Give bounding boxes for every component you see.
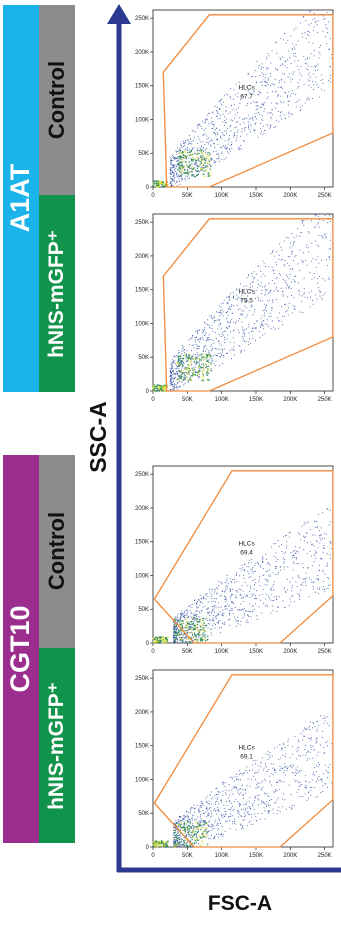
gate-name: HLCs <box>238 85 255 92</box>
plot-cgt10-control: 0 50K 100K 150K 200K 250K 0 50K 100K 150K 200K 250K… <box>135 465 334 655</box>
cgt10-hnis-bar <box>39 648 75 843</box>
gate-name: HLCs <box>238 745 255 752</box>
gate-polygon <box>162 218 334 392</box>
x-tick-label: 200K <box>283 193 297 199</box>
x-tick-label: 100K <box>215 649 229 655</box>
y-tick-label: 150K <box>135 744 149 750</box>
x-tick-label: 250K <box>318 193 332 199</box>
y-tick-label: 250K <box>135 676 149 682</box>
scatter-points <box>152 715 333 848</box>
x-tick-label: 200K <box>283 397 297 403</box>
y-tick-label: 50K <box>138 607 149 613</box>
x-tick-label: 0 <box>151 397 155 403</box>
y-tick-label: 50K <box>138 355 149 361</box>
y-tick-label: 0 <box>146 641 150 647</box>
x-tick-label: 0 <box>151 649 155 655</box>
x-tick-label: 150K <box>249 853 263 859</box>
y-tick-label: 100K <box>135 321 149 327</box>
gate-polygon <box>153 674 334 848</box>
y-tick-label: 0 <box>146 389 150 395</box>
x-tick-label: 50K <box>182 193 193 199</box>
y-tick-label: 0 <box>146 845 150 851</box>
plot-cgt10-hnis: 0 50K 100K 150K 200K 250K 0 50K 100K 150K 200K 250K… <box>135 669 334 859</box>
gate-value: 75.5 <box>240 298 253 305</box>
plot-frame <box>152 669 334 848</box>
y-tick-label: 150K <box>135 84 149 90</box>
gate-polygon <box>162 14 334 188</box>
x-tick-label: 200K <box>283 649 297 655</box>
gate-value: 69.4 <box>240 550 253 557</box>
scatter-points <box>152 213 332 392</box>
a1at-group-bar <box>3 5 39 392</box>
a1at-hnis-bar <box>39 195 75 392</box>
y-tick-label: 200K <box>135 254 149 260</box>
y-tick-label: 150K <box>135 540 149 546</box>
y-tick-label: 250K <box>135 220 149 226</box>
plot-a1at-hnis: 0 50K 100K 150K 200K 250K 0 50K 100K 150K 200K 250K… <box>135 213 334 403</box>
gate-name: HLCs <box>238 541 255 548</box>
y-tick-label: 250K <box>135 472 149 478</box>
x-tick-label: 200K <box>283 853 297 859</box>
y-tick-label: 100K <box>135 777 149 783</box>
x-tick-label: 100K <box>215 397 229 403</box>
y-axis-arrowhead <box>107 4 131 24</box>
y-tick-label: 150K <box>135 288 149 294</box>
y-tick-label: 50K <box>138 151 149 157</box>
x-tick-label: 250K <box>318 397 332 403</box>
plot-a1at-control: 0 50K 100K 150K 200K 250K 0 50K 100K 150K 200K 250K… <box>135 9 334 199</box>
y-tick-label: 50K <box>138 811 149 817</box>
y-tick-label: 0 <box>146 185 150 191</box>
gate-polygon <box>153 470 334 644</box>
x-tick-label: 50K <box>182 853 193 859</box>
y-tick-label: 100K <box>135 573 149 579</box>
x-tick-label: 0 <box>151 193 155 199</box>
y-tick-label: 200K <box>135 710 149 716</box>
scatter-points <box>152 10 333 188</box>
y-tick-label: 200K <box>135 50 149 56</box>
plot-frame <box>152 213 334 392</box>
x-tick-label: 150K <box>249 193 263 199</box>
gate-name: HLCs <box>238 289 255 296</box>
scatter-points <box>152 508 332 644</box>
y-tick-label: 250K <box>135 16 149 22</box>
x-tick-label: 150K <box>249 649 263 655</box>
y-tick-label: 100K <box>135 117 149 123</box>
a1at-control-bar <box>39 5 75 195</box>
x-axis-title: FSC-A <box>207 892 273 915</box>
x-tick-label: 250K <box>318 853 332 859</box>
x-tick-label: 250K <box>318 649 332 655</box>
x-tick-label: 0 <box>151 853 155 859</box>
x-tick-label: 50K <box>182 649 193 655</box>
y-axis-title: SSC-A <box>85 401 111 473</box>
gate-value: 67.7 <box>240 94 253 101</box>
x-tick-label: 100K <box>215 853 229 859</box>
x-tick-label: 50K <box>182 397 193 403</box>
x-tick-label: 100K <box>215 193 229 199</box>
cgt10-group-bar <box>3 455 39 843</box>
x-tick-label: 150K <box>249 397 263 403</box>
y-tick-label: 200K <box>135 506 149 512</box>
gate-value: 69.1 <box>240 754 253 761</box>
cgt10-control-bar <box>39 455 75 648</box>
